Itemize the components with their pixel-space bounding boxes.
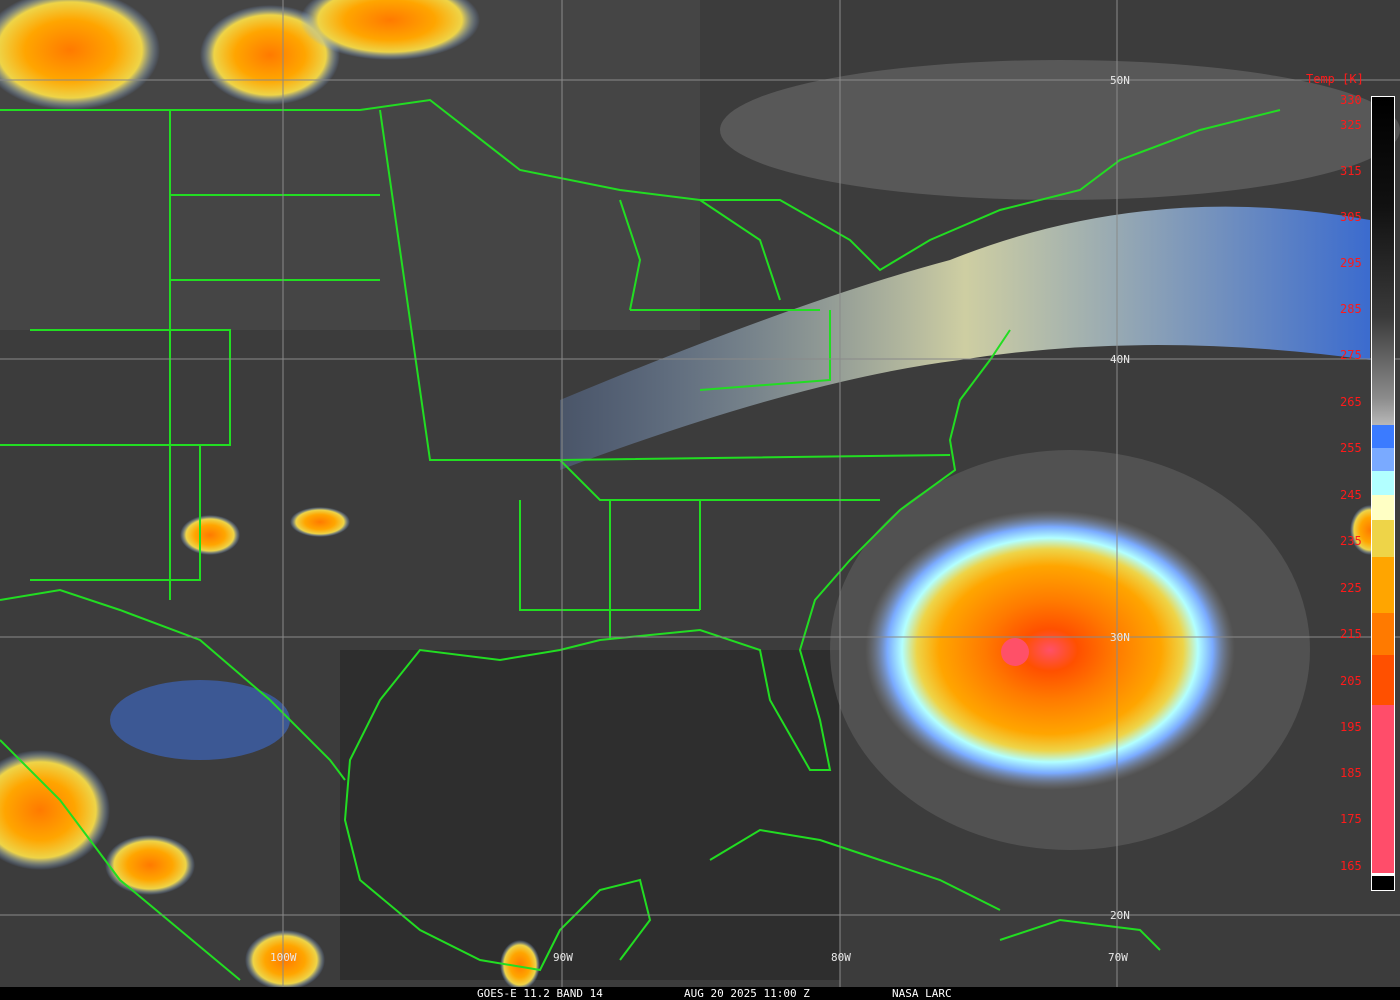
colorbar-tick-label: 175 xyxy=(1340,812,1362,826)
cloud-mexico xyxy=(110,680,290,760)
lon-label-100w: 100W xyxy=(270,951,297,964)
colorbar-tick-label: 325 xyxy=(1340,118,1362,132)
temperature-colorbar xyxy=(1371,96,1395,891)
colorbar-tick-label: 305 xyxy=(1340,210,1362,224)
colorbar-tick-label: 185 xyxy=(1340,766,1362,780)
convection-mexico xyxy=(105,835,195,895)
caption-satellite: GOES-E 11.2 BAND 14 xyxy=(477,987,603,1000)
convection-mexico-west xyxy=(0,750,110,870)
colorbar-tick-label: 295 xyxy=(1340,256,1362,270)
convection-nm xyxy=(180,515,240,555)
colorbar-tick-label: 215 xyxy=(1340,627,1362,641)
convection-ne xyxy=(0,0,160,110)
caption-datetime: AUG 20 2025 11:00 Z xyxy=(684,987,810,1000)
us-gulf-atlantic-coast xyxy=(343,329,1011,972)
colorbar-tick-label: 275 xyxy=(1340,348,1362,362)
colorbar-tick-label: 235 xyxy=(1340,534,1362,548)
state-borders xyxy=(0,109,951,640)
us-canada-border xyxy=(0,98,1281,272)
colorbar-tick-label: 265 xyxy=(1340,395,1362,409)
coastlines-borders xyxy=(0,98,1281,981)
lon-label-80w: 80W xyxy=(831,951,851,964)
lat-label-40n: 40N xyxy=(1110,353,1130,366)
convection-guatemala xyxy=(500,940,540,987)
hispaniola xyxy=(999,918,1161,951)
colorbar-tick-label: 255 xyxy=(1340,441,1362,455)
mexico-us-border xyxy=(0,588,346,781)
convection-ontario xyxy=(300,0,480,60)
cuba xyxy=(709,828,1001,911)
great-lakes xyxy=(619,199,781,311)
colorbar-tick-label: 315 xyxy=(1340,164,1362,178)
colorbar-tick-label: 285 xyxy=(1340,302,1362,316)
hurricane-eye xyxy=(1001,638,1029,666)
colorbar-tick-label: 330 xyxy=(1340,93,1362,107)
mexico-pacific-coast xyxy=(0,739,241,981)
lon-label-70w: 70W xyxy=(1108,951,1128,964)
legend-title: Temp [K] xyxy=(1306,72,1364,86)
lat-label-30n: 30N xyxy=(1110,631,1130,644)
frontal-cloud-band xyxy=(560,206,1370,470)
lon-label-90w: 90W xyxy=(553,951,573,964)
colorbar-tick-label: 165 xyxy=(1340,859,1362,873)
colorbar-tick-label: 225 xyxy=(1340,581,1362,595)
convection-tx xyxy=(290,507,350,537)
colorbar-tick-label: 245 xyxy=(1340,488,1362,502)
convection-south-mexico xyxy=(245,930,325,987)
colorbar-tick-label: 205 xyxy=(1340,674,1362,688)
caption-credit: NASA LARC xyxy=(892,987,952,1000)
cloud-canada xyxy=(720,60,1400,200)
hurricane-core xyxy=(865,510,1235,790)
gulf-ir xyxy=(340,650,840,980)
colorbar-tick-label: 195 xyxy=(1340,720,1362,734)
caption-bar: GOES-E 11.2 BAND 14 AUG 20 2025 11:00 Z … xyxy=(0,987,1400,1000)
lat-label-20n: 20N xyxy=(1110,909,1130,922)
lat-label-50n: 50N xyxy=(1110,74,1130,87)
